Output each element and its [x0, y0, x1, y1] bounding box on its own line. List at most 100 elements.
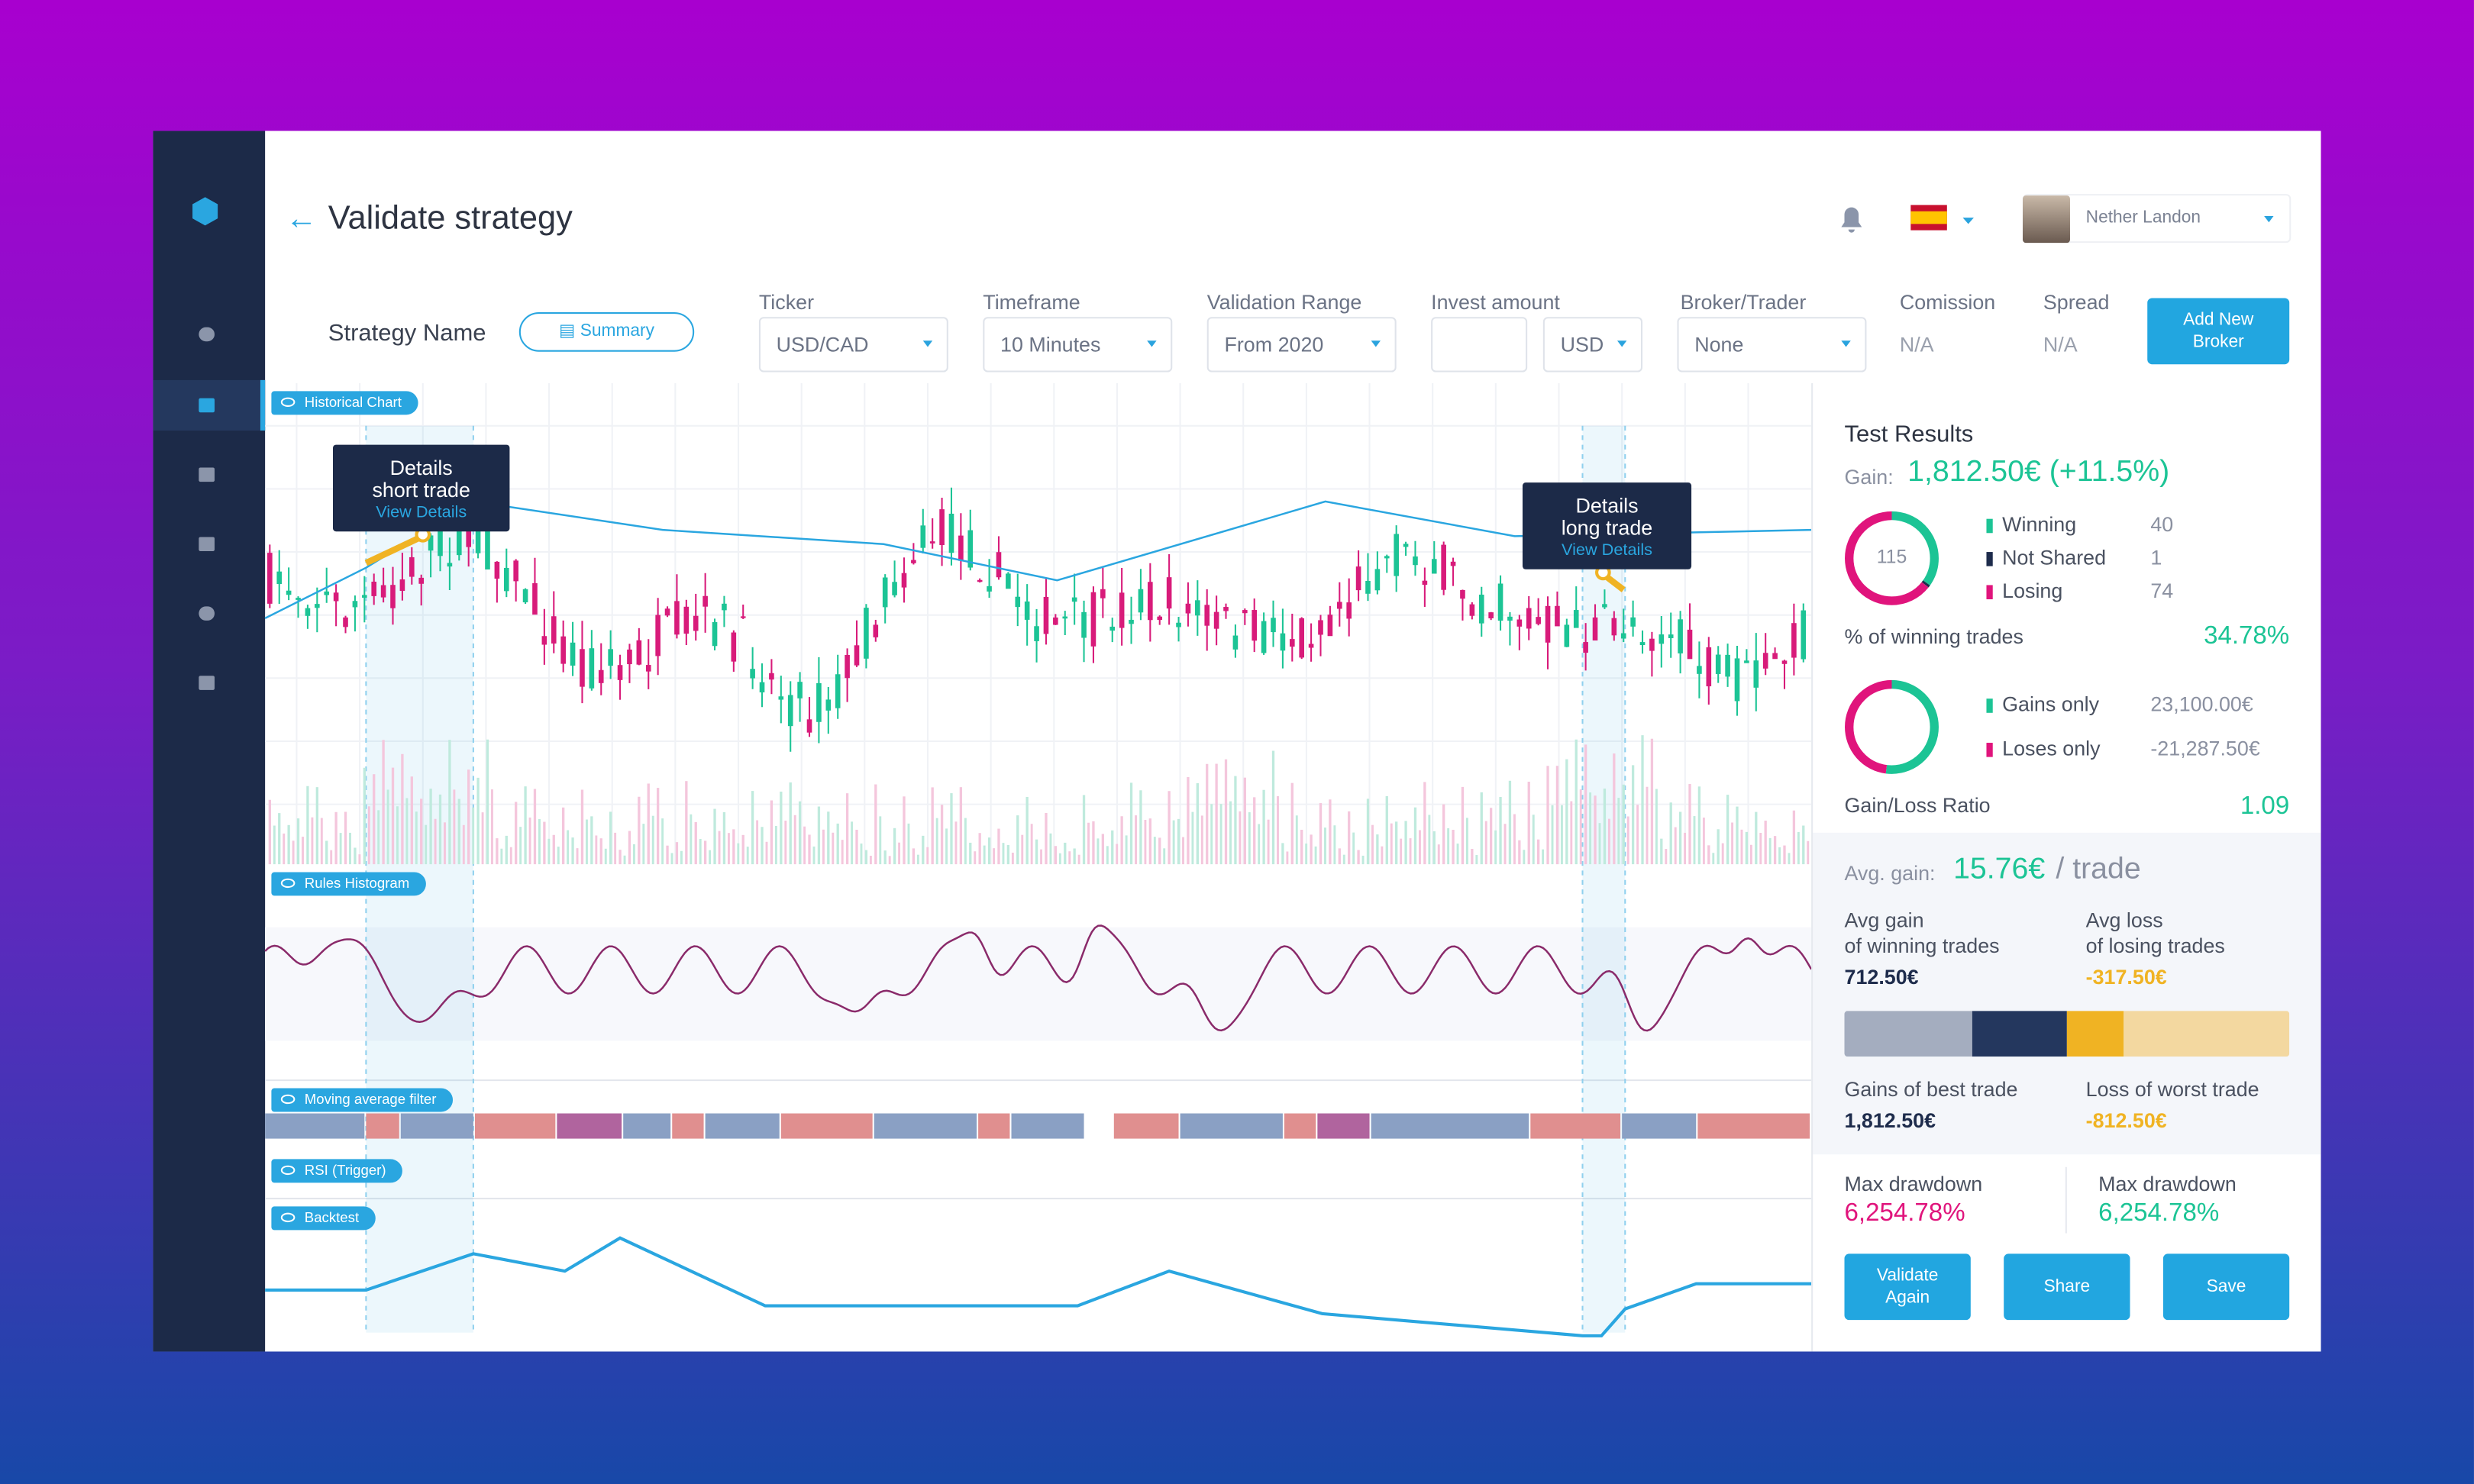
volume: [1111, 830, 1114, 865]
volume: [722, 811, 726, 865]
field-select[interactable]: USD/CAD: [758, 317, 948, 373]
volume: [1319, 803, 1323, 865]
panel-tag[interactable]: Moving average filter: [271, 1088, 453, 1112]
volume: [1366, 798, 1370, 865]
field-value: N/A: [2043, 332, 2078, 356]
pnl-name: Loses only: [1986, 737, 2101, 760]
volume: [987, 837, 991, 865]
back-arrow[interactable]: ←: [286, 202, 318, 237]
volume: [1101, 834, 1104, 865]
candle: [1109, 626, 1116, 631]
panel-tag[interactable]: Historical Chart: [271, 391, 418, 415]
volume: [1669, 802, 1672, 865]
candle: [977, 579, 983, 582]
volume: [964, 818, 967, 865]
volume: [533, 789, 537, 865]
volume: [751, 791, 754, 865]
volume: [586, 819, 588, 865]
currency-select[interactable]: USD: [1542, 317, 1643, 373]
field-select[interactable]: 10 Minutes: [983, 317, 1173, 373]
candle: [513, 560, 518, 582]
field-select[interactable]: None: [1677, 317, 1867, 373]
volume: [1471, 848, 1474, 865]
tooltip-link[interactable]: View Details: [376, 503, 467, 522]
filter-block: [874, 1113, 977, 1139]
volume: [1077, 854, 1080, 865]
tooltip-link[interactable]: View Details: [1562, 540, 1653, 560]
volume: [690, 814, 693, 865]
candle: [797, 682, 803, 698]
volume: [907, 823, 910, 865]
candle: [1678, 619, 1683, 653]
candle: [939, 509, 945, 545]
candle: [816, 682, 822, 722]
volume: [486, 739, 489, 865]
volume: [898, 842, 901, 865]
drawdown-label: Max drawdown: [2098, 1171, 2237, 1195]
volume: [1797, 831, 1800, 865]
candle: [1460, 589, 1465, 599]
summary-button[interactable]: ▤ Summary: [518, 312, 695, 352]
volume: [543, 821, 546, 865]
volume: [1058, 853, 1061, 865]
volume: [888, 856, 891, 865]
volume: [604, 848, 607, 865]
volume: [1437, 844, 1440, 865]
candle: [333, 592, 339, 602]
volume: [1546, 766, 1549, 865]
candle: [636, 640, 642, 665]
volume: [1641, 735, 1644, 865]
candle: [967, 530, 974, 568]
volume: [344, 811, 347, 865]
field-value: None: [1694, 332, 1744, 356]
volume: [737, 843, 740, 865]
volume: [1466, 818, 1468, 865]
volume: [1768, 837, 1772, 865]
panel-tag[interactable]: RSI (Trigger): [271, 1159, 402, 1183]
candle: [1166, 577, 1172, 609]
filter-block: [366, 1113, 399, 1139]
volume: [1579, 789, 1582, 865]
tooltip: Details long trade View Details: [1522, 482, 1692, 569]
candle: [1526, 608, 1532, 629]
volume: [1749, 844, 1752, 865]
volume: [505, 835, 508, 865]
candle: [1649, 638, 1655, 651]
volume: [410, 776, 413, 865]
field-value: 10 Minutes: [1000, 332, 1101, 356]
field-label: Ticker: [758, 290, 815, 315]
legend-name: Losing: [2002, 579, 2063, 603]
volume: [330, 850, 333, 865]
volume: [1736, 806, 1739, 865]
caret: [1616, 340, 1627, 347]
worst-label: Loss of worst trade: [2085, 1077, 2259, 1101]
volume: [618, 850, 622, 865]
field-select[interactable]: From 2020: [1206, 317, 1397, 373]
ratio-label: Gain/Loss Ratio: [1844, 793, 1991, 818]
validate-button[interactable]: Validate Again: [1844, 1253, 1971, 1321]
panel-tag[interactable]: Backtest: [271, 1206, 375, 1231]
volume: [425, 824, 428, 865]
volume: [524, 786, 527, 865]
candle: [845, 654, 850, 679]
share-button[interactable]: Share: [2004, 1253, 2130, 1321]
add-broker-button[interactable]: Add New Broker: [2147, 298, 2290, 365]
volume: [1271, 750, 1275, 865]
volume: [841, 840, 844, 865]
candle: [1630, 617, 1636, 627]
invest-input[interactable]: [1431, 317, 1528, 373]
volume: [349, 832, 351, 865]
candle: [911, 560, 916, 563]
volume: [1324, 827, 1326, 865]
volume: [1106, 846, 1109, 865]
volume: [1196, 782, 1199, 865]
volume: [803, 826, 806, 865]
candle: [371, 581, 377, 596]
panel-tag[interactable]: Rules Histogram: [271, 872, 425, 896]
candle: [1308, 644, 1314, 648]
volume: [1153, 837, 1156, 865]
legend-swatch: [1986, 585, 1993, 600]
candle: [1043, 596, 1049, 634]
save-button[interactable]: Save: [2162, 1253, 2290, 1321]
volume: [922, 835, 925, 865]
